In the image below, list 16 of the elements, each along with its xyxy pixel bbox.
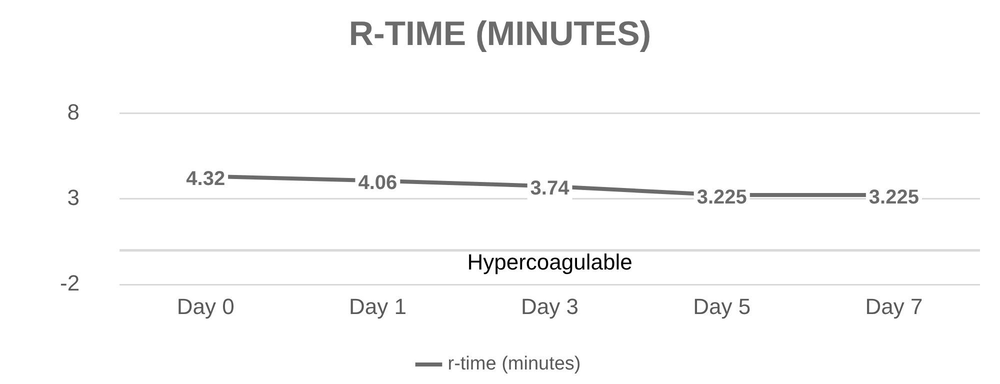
data-label: 4.32 xyxy=(186,168,226,190)
ref-line-label: Hypercoagulable xyxy=(467,249,632,274)
y-tick-label: 8 xyxy=(67,99,80,124)
y-tick-label: 3 xyxy=(67,184,80,210)
y-tick-label: -2 xyxy=(60,270,80,296)
data-label: 4.06 xyxy=(358,172,398,194)
x-tick-label: Day 3 xyxy=(521,294,579,319)
x-tick-label: Day 5 xyxy=(693,294,751,319)
data-label: 3.225 xyxy=(696,186,747,209)
chart-title: R-TIME (MINUTES) xyxy=(348,14,652,55)
legend-label: r-time (minutes) xyxy=(448,354,581,375)
data-label: 3.74 xyxy=(530,178,570,200)
x-tick-label: Day 0 xyxy=(176,294,234,319)
x-tick-label: Day 1 xyxy=(348,294,406,319)
data-label: 3.225 xyxy=(868,186,919,209)
x-tick-label: Day 7 xyxy=(865,294,923,319)
